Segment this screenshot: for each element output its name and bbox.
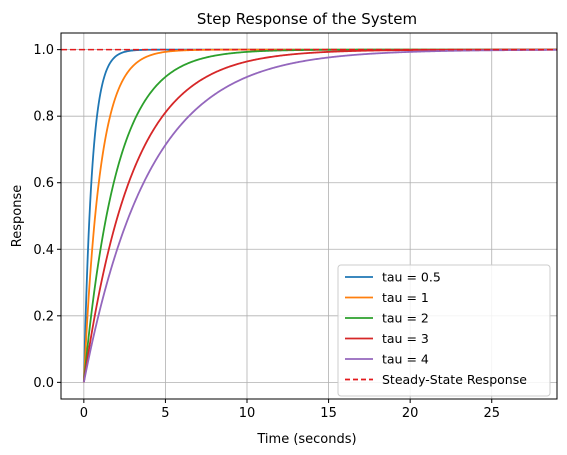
axes-frame [60,32,558,400]
y-tick-label: 0.4 [33,243,54,258]
legend-label: tau = 3 [382,331,429,346]
chart-title: Step Response of the System [197,10,417,28]
x-tick-label: 0 [80,406,88,421]
x-tick-label: 5 [161,406,169,421]
y-axis-label: Response [10,185,25,247]
y-tick-label: 0.0 [33,376,54,391]
plot-area: 0 5 10 15 20 25 0.0 0.2 0.4 0.6 0.8 1.0 [33,32,558,421]
legend-label: Steady-State Response [382,372,527,387]
x-tick-label: 20 [402,406,419,421]
legend-label: tau = 4 [382,352,429,367]
legend-box [337,264,551,397]
legend: tau = 0.5 tau = 1 tau = 2 tau = 3 tau = 4 Ste… [337,264,551,397]
x-tick-label: 15 [320,406,337,421]
y-tick-label: 0.8 [33,110,54,125]
legend-label: tau = 0.5 [382,270,441,285]
y-tick-label: 0.2 [33,309,54,324]
x-axis-label: Time (seconds) [256,432,356,447]
x-tick-label: 25 [483,406,500,421]
y-tick-label: 1.0 [33,43,54,58]
y-tick-label: 0.6 [33,176,54,191]
x-tick-label: 10 [239,406,256,421]
legend-label: tau = 2 [382,311,429,326]
legend-label: tau = 1 [382,290,429,305]
